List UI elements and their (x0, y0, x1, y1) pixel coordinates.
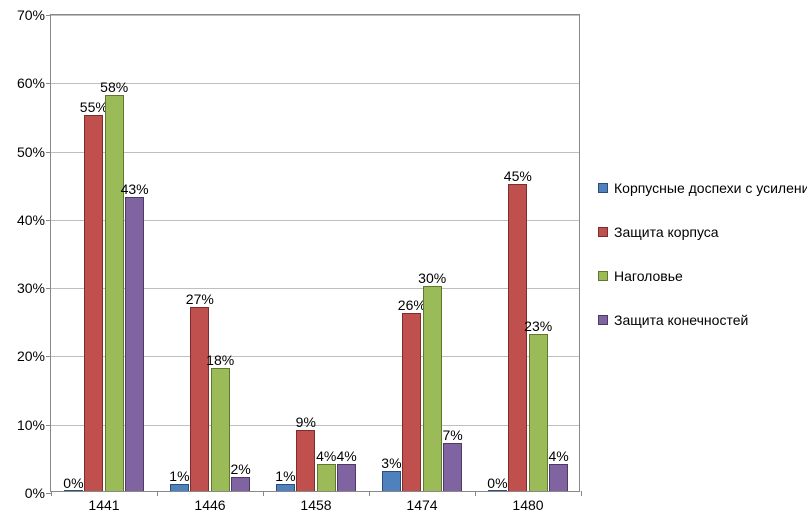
x-tick-mark (51, 491, 52, 496)
y-tick-label: 60% (17, 75, 51, 91)
bar (231, 477, 250, 491)
gridline (51, 15, 579, 16)
legend-marker (598, 227, 608, 237)
legend-label: Наголовье (614, 268, 683, 284)
bar (423, 286, 442, 491)
bar (105, 95, 124, 491)
x-tick-mark (369, 491, 370, 496)
bar-value-label: 7% (442, 427, 462, 443)
y-tick-label: 0% (25, 485, 51, 501)
legend-marker (598, 315, 608, 325)
x-tick-label: 1474 (406, 491, 437, 513)
bar-value-label: 9% (296, 414, 316, 430)
bar-value-label: 0% (63, 475, 83, 491)
bar-value-label: 30% (418, 270, 446, 286)
legend-item: Корпусные доспехи с усилением (598, 180, 807, 196)
bar (276, 484, 295, 491)
y-tick-label: 70% (17, 7, 51, 23)
y-tick-label: 20% (17, 348, 51, 364)
legend-item: Наголовье (598, 268, 807, 284)
x-tick-mark (475, 491, 476, 496)
bar (84, 115, 103, 491)
y-tick-label: 30% (17, 280, 51, 296)
bar (529, 334, 548, 491)
bar-value-label: 58% (100, 79, 128, 95)
y-tick-label: 10% (17, 417, 51, 433)
legend-label: Защита корпуса (614, 224, 719, 240)
bar (170, 484, 189, 491)
bar-value-label: 4% (548, 448, 568, 464)
x-tick-mark (157, 491, 158, 496)
x-tick-mark (581, 491, 582, 496)
bar-value-label: 43% (121, 181, 149, 197)
bar (549, 464, 568, 491)
bar (337, 464, 356, 491)
legend-item: Защита конечностей (598, 312, 807, 328)
legend-label: Корпусные доспехи с усилением (614, 180, 807, 196)
bar-value-label: 3% (381, 455, 401, 471)
bar-value-label: 4% (336, 448, 356, 464)
legend: Корпусные доспехи с усилением Защита корп… (598, 180, 807, 328)
bar-value-label: 1% (275, 468, 295, 484)
bar-value-label: 1% (169, 468, 189, 484)
bar-value-label: 2% (230, 461, 250, 477)
bar (382, 471, 401, 491)
bar (125, 197, 144, 491)
legend-marker (598, 271, 608, 281)
x-tick-mark (263, 491, 264, 496)
bar (190, 307, 209, 491)
bar-value-label: 18% (206, 352, 234, 368)
x-tick-label: 1441 (88, 491, 119, 513)
bar (508, 184, 527, 491)
gridline (51, 83, 579, 84)
gridline (51, 152, 579, 153)
plot-area: 0%10%20%30%40%50%60%70%14410%55%58%43%14… (50, 14, 580, 492)
x-tick-label: 1446 (194, 491, 225, 513)
bar (296, 430, 315, 491)
legend-label: Защита конечностей (614, 312, 748, 328)
bar (317, 464, 336, 491)
bar (443, 443, 462, 491)
bar-value-label: 23% (524, 318, 552, 334)
bar-value-label: 45% (504, 168, 532, 184)
bar (211, 368, 230, 491)
bar-value-label: 0% (487, 475, 507, 491)
chart-container: 0%10%20%30%40%50%60%70%14410%55%58%43%14… (0, 0, 807, 528)
x-tick-label: 1458 (300, 491, 331, 513)
y-tick-label: 40% (17, 212, 51, 228)
y-tick-label: 50% (17, 144, 51, 160)
legend-item: Защита корпуса (598, 224, 807, 240)
x-tick-label: 1480 (512, 491, 543, 513)
bar (402, 313, 421, 491)
legend-marker (598, 183, 608, 193)
bar-value-label: 27% (186, 291, 214, 307)
bar-value-label: 4% (316, 448, 336, 464)
